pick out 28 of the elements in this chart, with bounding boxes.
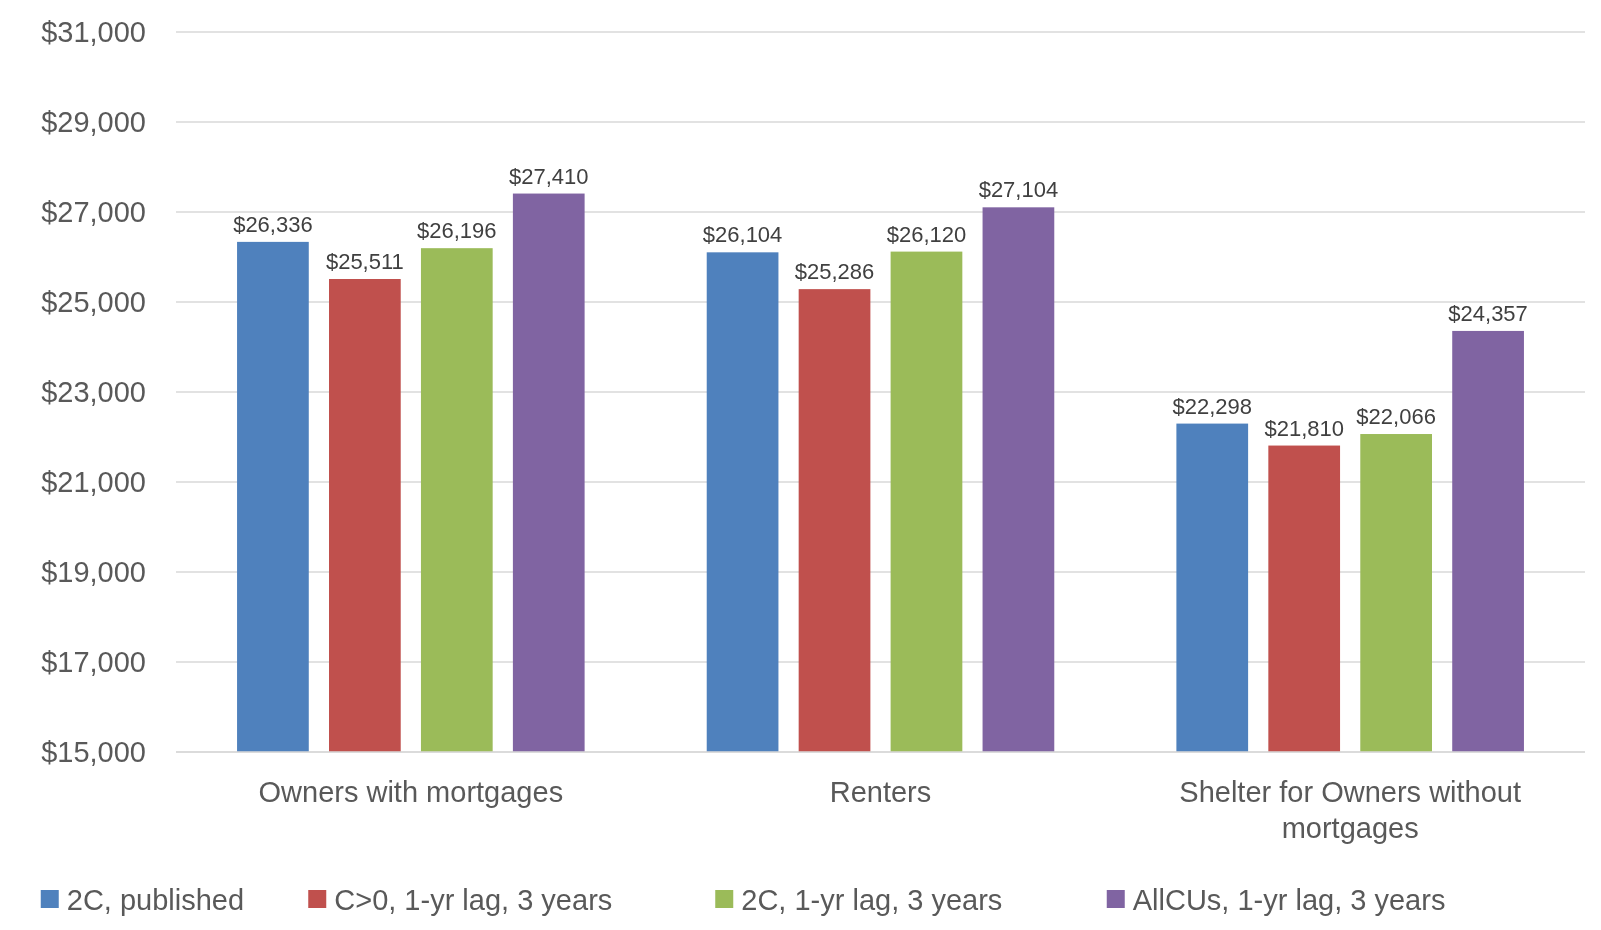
data-label: $21,810: [1264, 415, 1344, 441]
data-label: $27,104: [978, 177, 1059, 203]
x-tick-label: Shelter for Owners without mortgages: [1179, 776, 1522, 844]
y-tick-label: $21,000: [41, 466, 146, 499]
legend-label: 2C, published: [66, 884, 245, 917]
data-label: $25,286: [794, 259, 875, 285]
data-label: $24,357: [1448, 300, 1528, 326]
data-label: $26,196: [417, 218, 497, 244]
data-label: $26,104: [702, 222, 783, 248]
x-tick-label: Renters: [829, 776, 932, 808]
data-label: $22,298: [1172, 393, 1253, 419]
data-label: $22,066: [1356, 404, 1436, 430]
y-tick-label: $27,000: [41, 196, 146, 229]
y-tick-label: $31,000: [41, 16, 146, 49]
y-tick-label: $19,000: [41, 556, 146, 589]
data-label: $25,511: [325, 249, 404, 275]
y-tick-label: $29,000: [41, 106, 146, 139]
y-tick-label: $23,000: [41, 376, 146, 409]
y-tick-label: $15,000: [41, 736, 146, 769]
y-tick-label: $25,000: [41, 286, 146, 319]
y-tick-label: $17,000: [41, 646, 146, 679]
legend-label: C>0, 1-yr lag, 3 years: [334, 884, 613, 917]
x-tick-label: Owners with mortgages: [258, 776, 564, 808]
data-label: $27,410: [508, 163, 589, 189]
legend-label: AllCUs, 1-yr lag, 3 years: [1132, 884, 1446, 917]
data-label: $26,336: [233, 211, 313, 237]
legend-label: 2C, 1-yr lag, 3 years: [741, 884, 1003, 917]
data-label: $26,120: [886, 221, 967, 247]
